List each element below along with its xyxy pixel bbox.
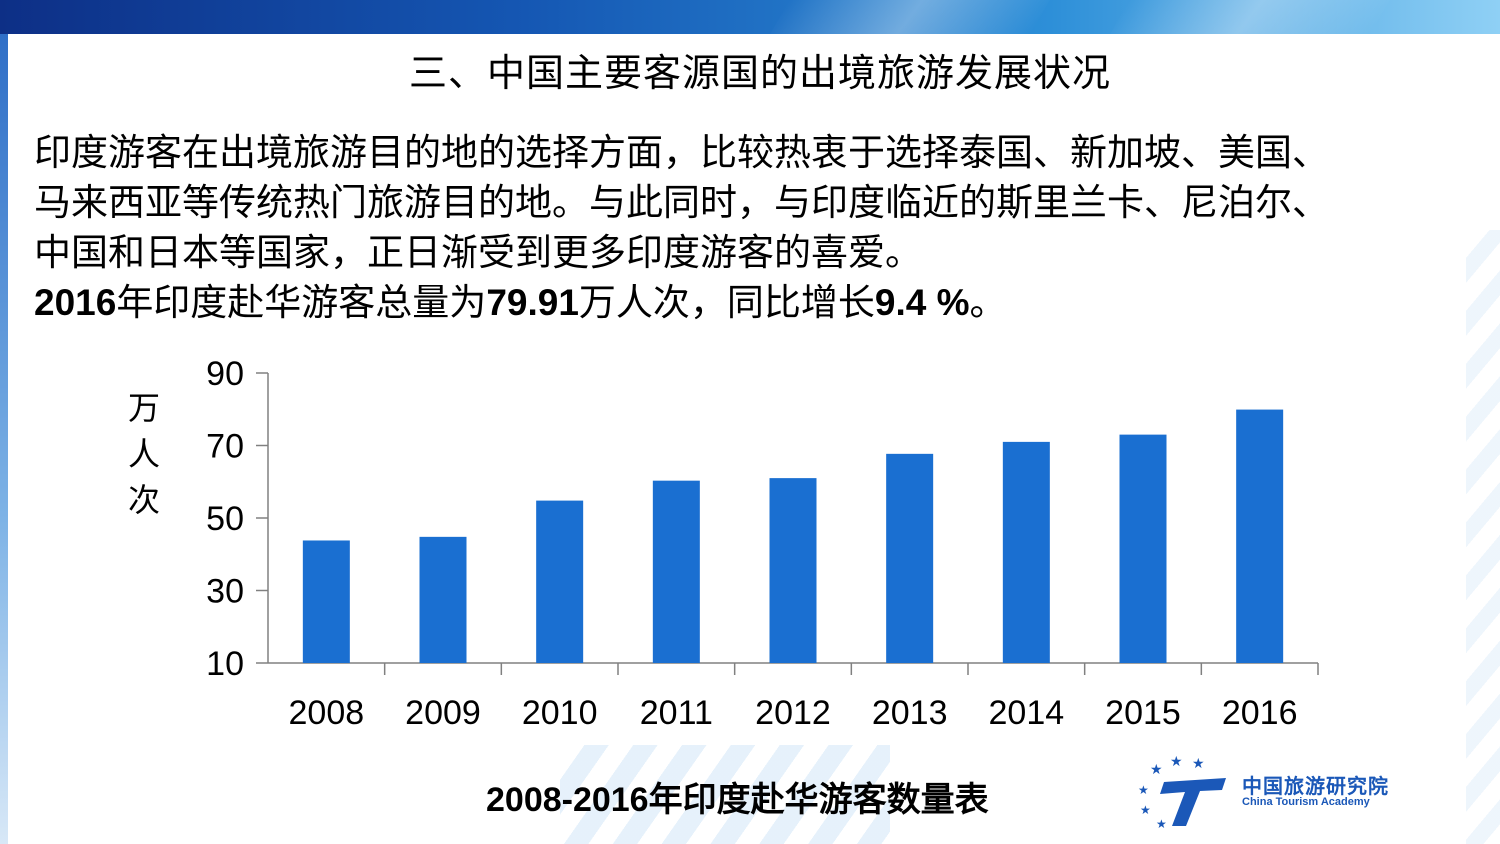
bar (1002, 441, 1050, 663)
x-tick-label: 2016 (1222, 694, 1298, 732)
highlight-year: 2016 (34, 282, 117, 323)
bar (886, 453, 934, 663)
caption-years: 2008-2016 (486, 781, 649, 819)
y-tick-label: 10 (206, 645, 244, 683)
body-text: 印度游客在出境旅游目的地的选择方面，比较热衷于选择泰国、新加坡、美国、 马来西亚… (34, 128, 1484, 328)
chart-caption: 2008-2016年印度赴华游客数量表 (486, 772, 989, 821)
svg-text:★: ★ (1150, 762, 1163, 778)
left-accent-line (0, 34, 8, 844)
logo-english-name: China Tourism Academy (1242, 796, 1370, 808)
x-tick-label: 2008 (289, 694, 365, 732)
y-tick-label: 50 (206, 500, 244, 538)
x-tick-label: 2012 (755, 694, 831, 732)
y-tick-label: 30 (206, 573, 244, 611)
bar (652, 480, 700, 663)
bottom-decoration (560, 745, 890, 844)
logo-chinese-name: 中国旅游研究院 (1242, 774, 1389, 798)
x-tick-label: 2015 (1105, 694, 1181, 732)
highlight-end: 。 (969, 281, 1007, 324)
x-tick-label: 2009 (405, 694, 481, 732)
x-tick-label: 2013 (872, 694, 948, 732)
x-tick-label: 2014 (989, 694, 1065, 732)
caption-text: 年印度赴华游客数量表 (648, 780, 989, 820)
bar (536, 500, 584, 663)
slide-title: 三、中国主要客源国的出境旅游发展状况 (408, 51, 1111, 95)
highlight-value: 79.91 (486, 282, 579, 323)
svg-text:★: ★ (1156, 817, 1167, 831)
right-decoration (1466, 230, 1500, 844)
header-bar (0, 0, 1500, 34)
bar (1119, 434, 1167, 663)
paragraph-line-3: 中国和日本等国家，正日渐受到更多印度游客的喜爱。 (34, 231, 922, 274)
svg-text:★: ★ (1140, 803, 1151, 817)
y-tick-label: 70 (206, 428, 244, 466)
svg-text:★: ★ (1138, 783, 1149, 797)
logo-emblem-icon: ★ ★ ★ ★ ★ ★ (1138, 754, 1226, 831)
highlight-text-2: 万人次，同比增长 (578, 281, 875, 324)
x-tick-label: 2010 (522, 694, 598, 732)
svg-text:★: ★ (1192, 756, 1205, 772)
x-tick-label: 2011 (640, 694, 713, 732)
academy-logo: ★ ★ ★ ★ ★ ★ 中国旅游研究院 China Tourism Academ… (1130, 752, 1450, 832)
y-tick-label: 90 (206, 355, 244, 393)
highlight-growth: 9.4 % (874, 282, 970, 323)
highlight-text-1: 年印度赴华游客总量为 (116, 281, 487, 324)
bar (419, 536, 467, 663)
bar (769, 478, 817, 663)
y-axis-label: 万人次 (127, 389, 160, 519)
paragraph-line-2: 马来西亚等传统热门旅游目的地。与此同时，与印度临近的斯里兰卡、尼泊尔、 (34, 181, 1329, 224)
bar (302, 540, 350, 663)
bar (1236, 409, 1284, 663)
highlight-line: 2016年印度赴华游客总量为79.91万人次，同比增长9.4 %。 (34, 278, 1484, 328)
paragraph-line-1: 印度游客在出境旅游目的地的选择方面，比较热衷于选择泰国、新加坡、美国、 (34, 131, 1329, 174)
svg-text:★: ★ (1170, 754, 1183, 770)
